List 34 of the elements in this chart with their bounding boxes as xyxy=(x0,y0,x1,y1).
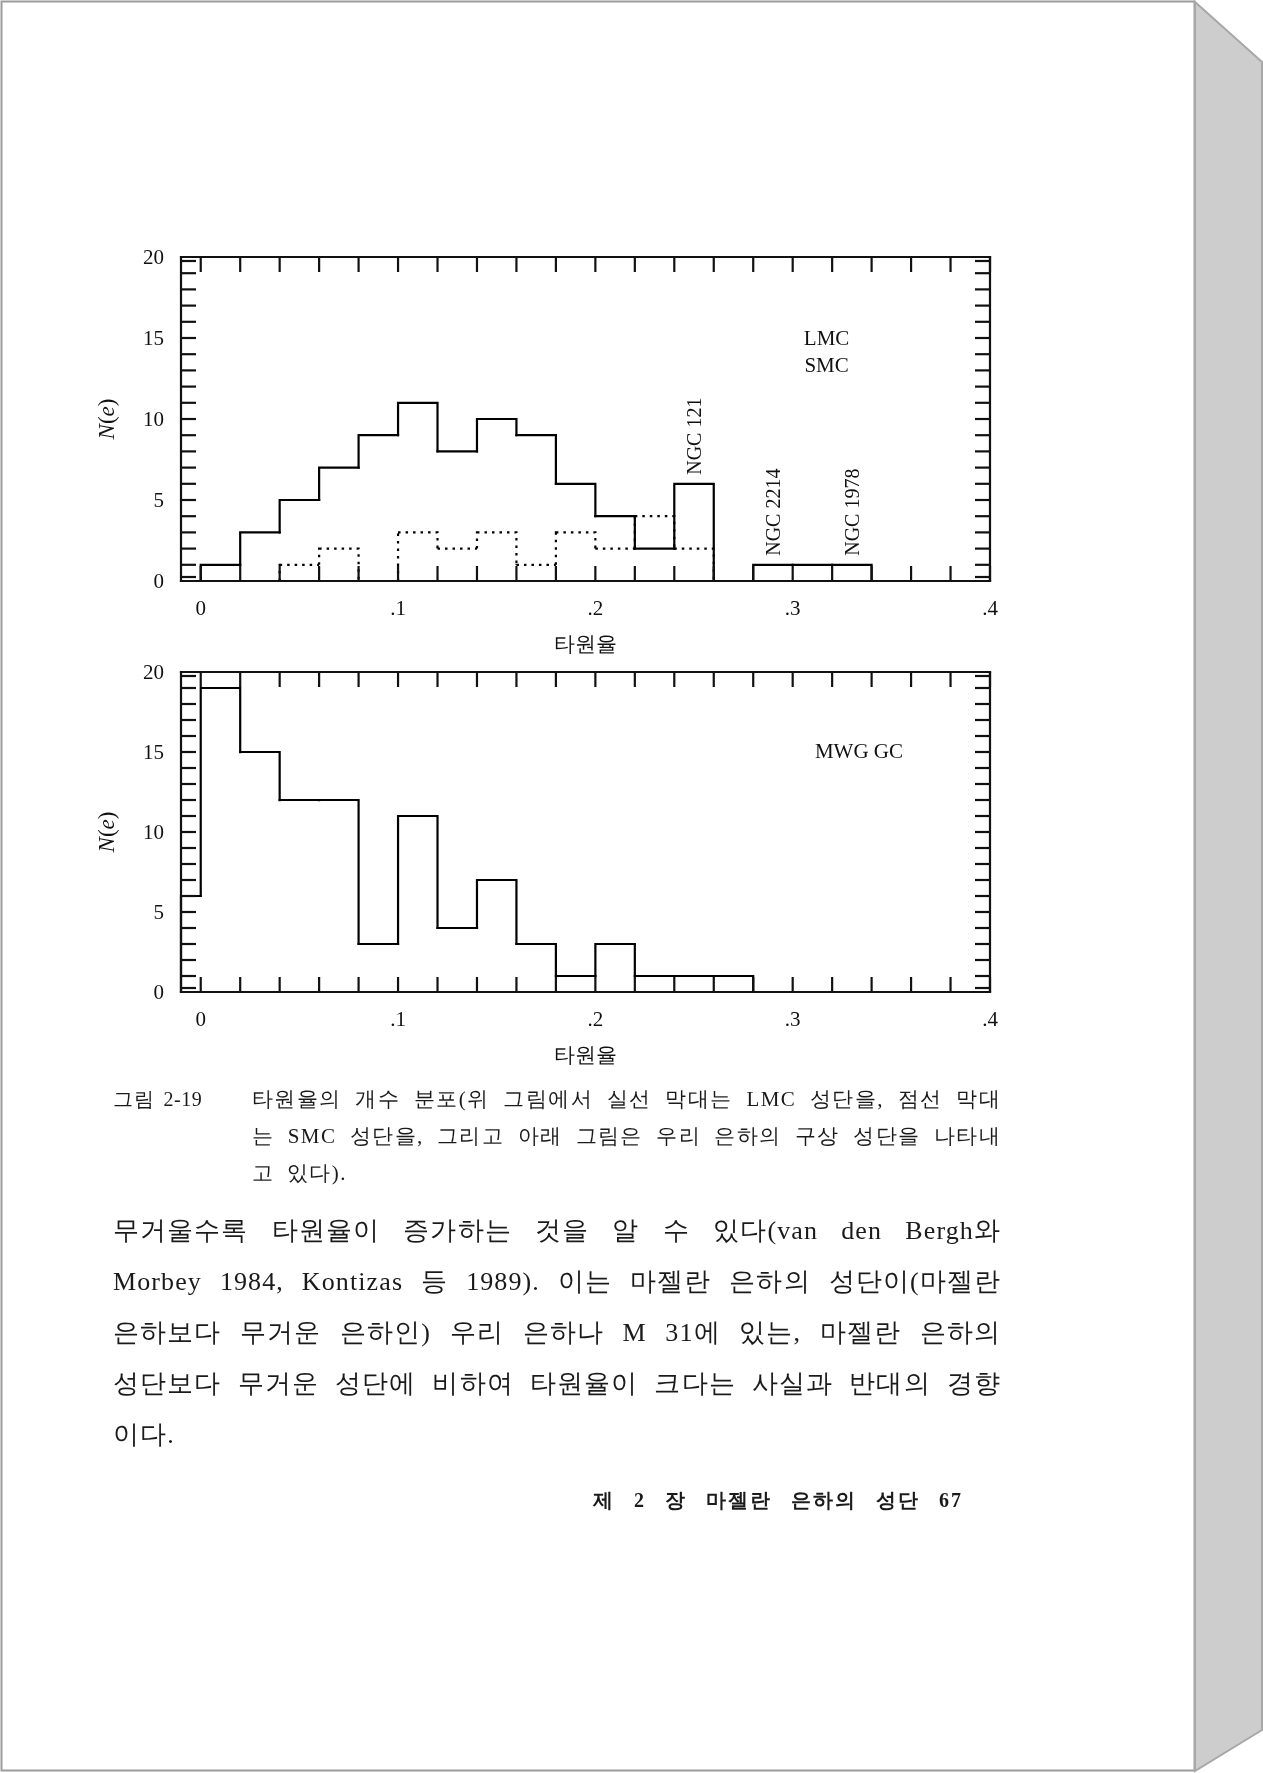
text: 무거울수록 타원율이 증가하는 것을 알 수 있다(van den Bergh와 Morbey 1984, Kontizas 등 1989). 이는 마젤란 은하의 성단이(마젤란 은하보다 무거운 은하인) 우리 은하나 M 31에 있는, 마젤란 은하의 성단보다 무거운 성단에 비하여 타원율이 크다는 사실과 반대의 경향이다. xyxy=(113,1216,1001,1449)
annotation: MWG GC xyxy=(814,739,903,764)
annotation: SMC xyxy=(804,353,849,378)
caption: 그림 2-19 xyxy=(113,1088,203,1110)
x-axis-title: 타원율 xyxy=(554,632,617,657)
y-tick-label: 5 xyxy=(153,488,164,513)
y-tick-label: 0 xyxy=(153,980,164,1005)
x-tick-label: .3 xyxy=(784,1007,801,1032)
x-tick-label: 0 xyxy=(195,1007,206,1032)
y-tick-label: 10 xyxy=(143,407,164,432)
text: 타원율의 개수 분포(위 그림에서 실선 막대는 LMC 성단을, 점선 막대는 SMC 성단을, 그리고 아래 그림은 우리 은하의 구상 성단을 나타내고 있다). xyxy=(252,1087,1001,1185)
x-tick-label: .4 xyxy=(982,1007,999,1032)
x-tick-label: 0 xyxy=(195,596,206,621)
y-tick-label: 10 xyxy=(143,820,164,845)
x-tick-label: .1 xyxy=(390,1007,406,1032)
x-axis-title: 타원율 xyxy=(554,1043,617,1068)
y-tick-label: 5 xyxy=(153,900,164,925)
x-tick-label: .4 xyxy=(982,596,999,621)
text: 제 2 장 마젤란 은하의 성단 67 xyxy=(593,1489,963,1511)
annotation: NGC 121 xyxy=(683,397,706,475)
y-tick-label: 0 xyxy=(153,569,164,594)
x-tick-label: .2 xyxy=(587,1007,604,1032)
y-tick-label: 15 xyxy=(143,326,164,351)
annotation: NGC 2214 xyxy=(761,468,784,556)
x-tick-label: .1 xyxy=(390,596,406,621)
x-tick-label: .3 xyxy=(784,596,801,621)
y-axis-title: N(e) xyxy=(94,398,120,441)
y-tick-label: 20 xyxy=(143,660,164,685)
x-tick-label: .2 xyxy=(587,596,604,621)
annotation: LMC xyxy=(803,326,850,351)
y-tick-label: 15 xyxy=(143,740,164,765)
y-tick-label: 20 xyxy=(143,245,164,270)
y-axis-title: N(e) xyxy=(94,811,120,854)
annotation: NGC 1978 xyxy=(840,468,863,556)
